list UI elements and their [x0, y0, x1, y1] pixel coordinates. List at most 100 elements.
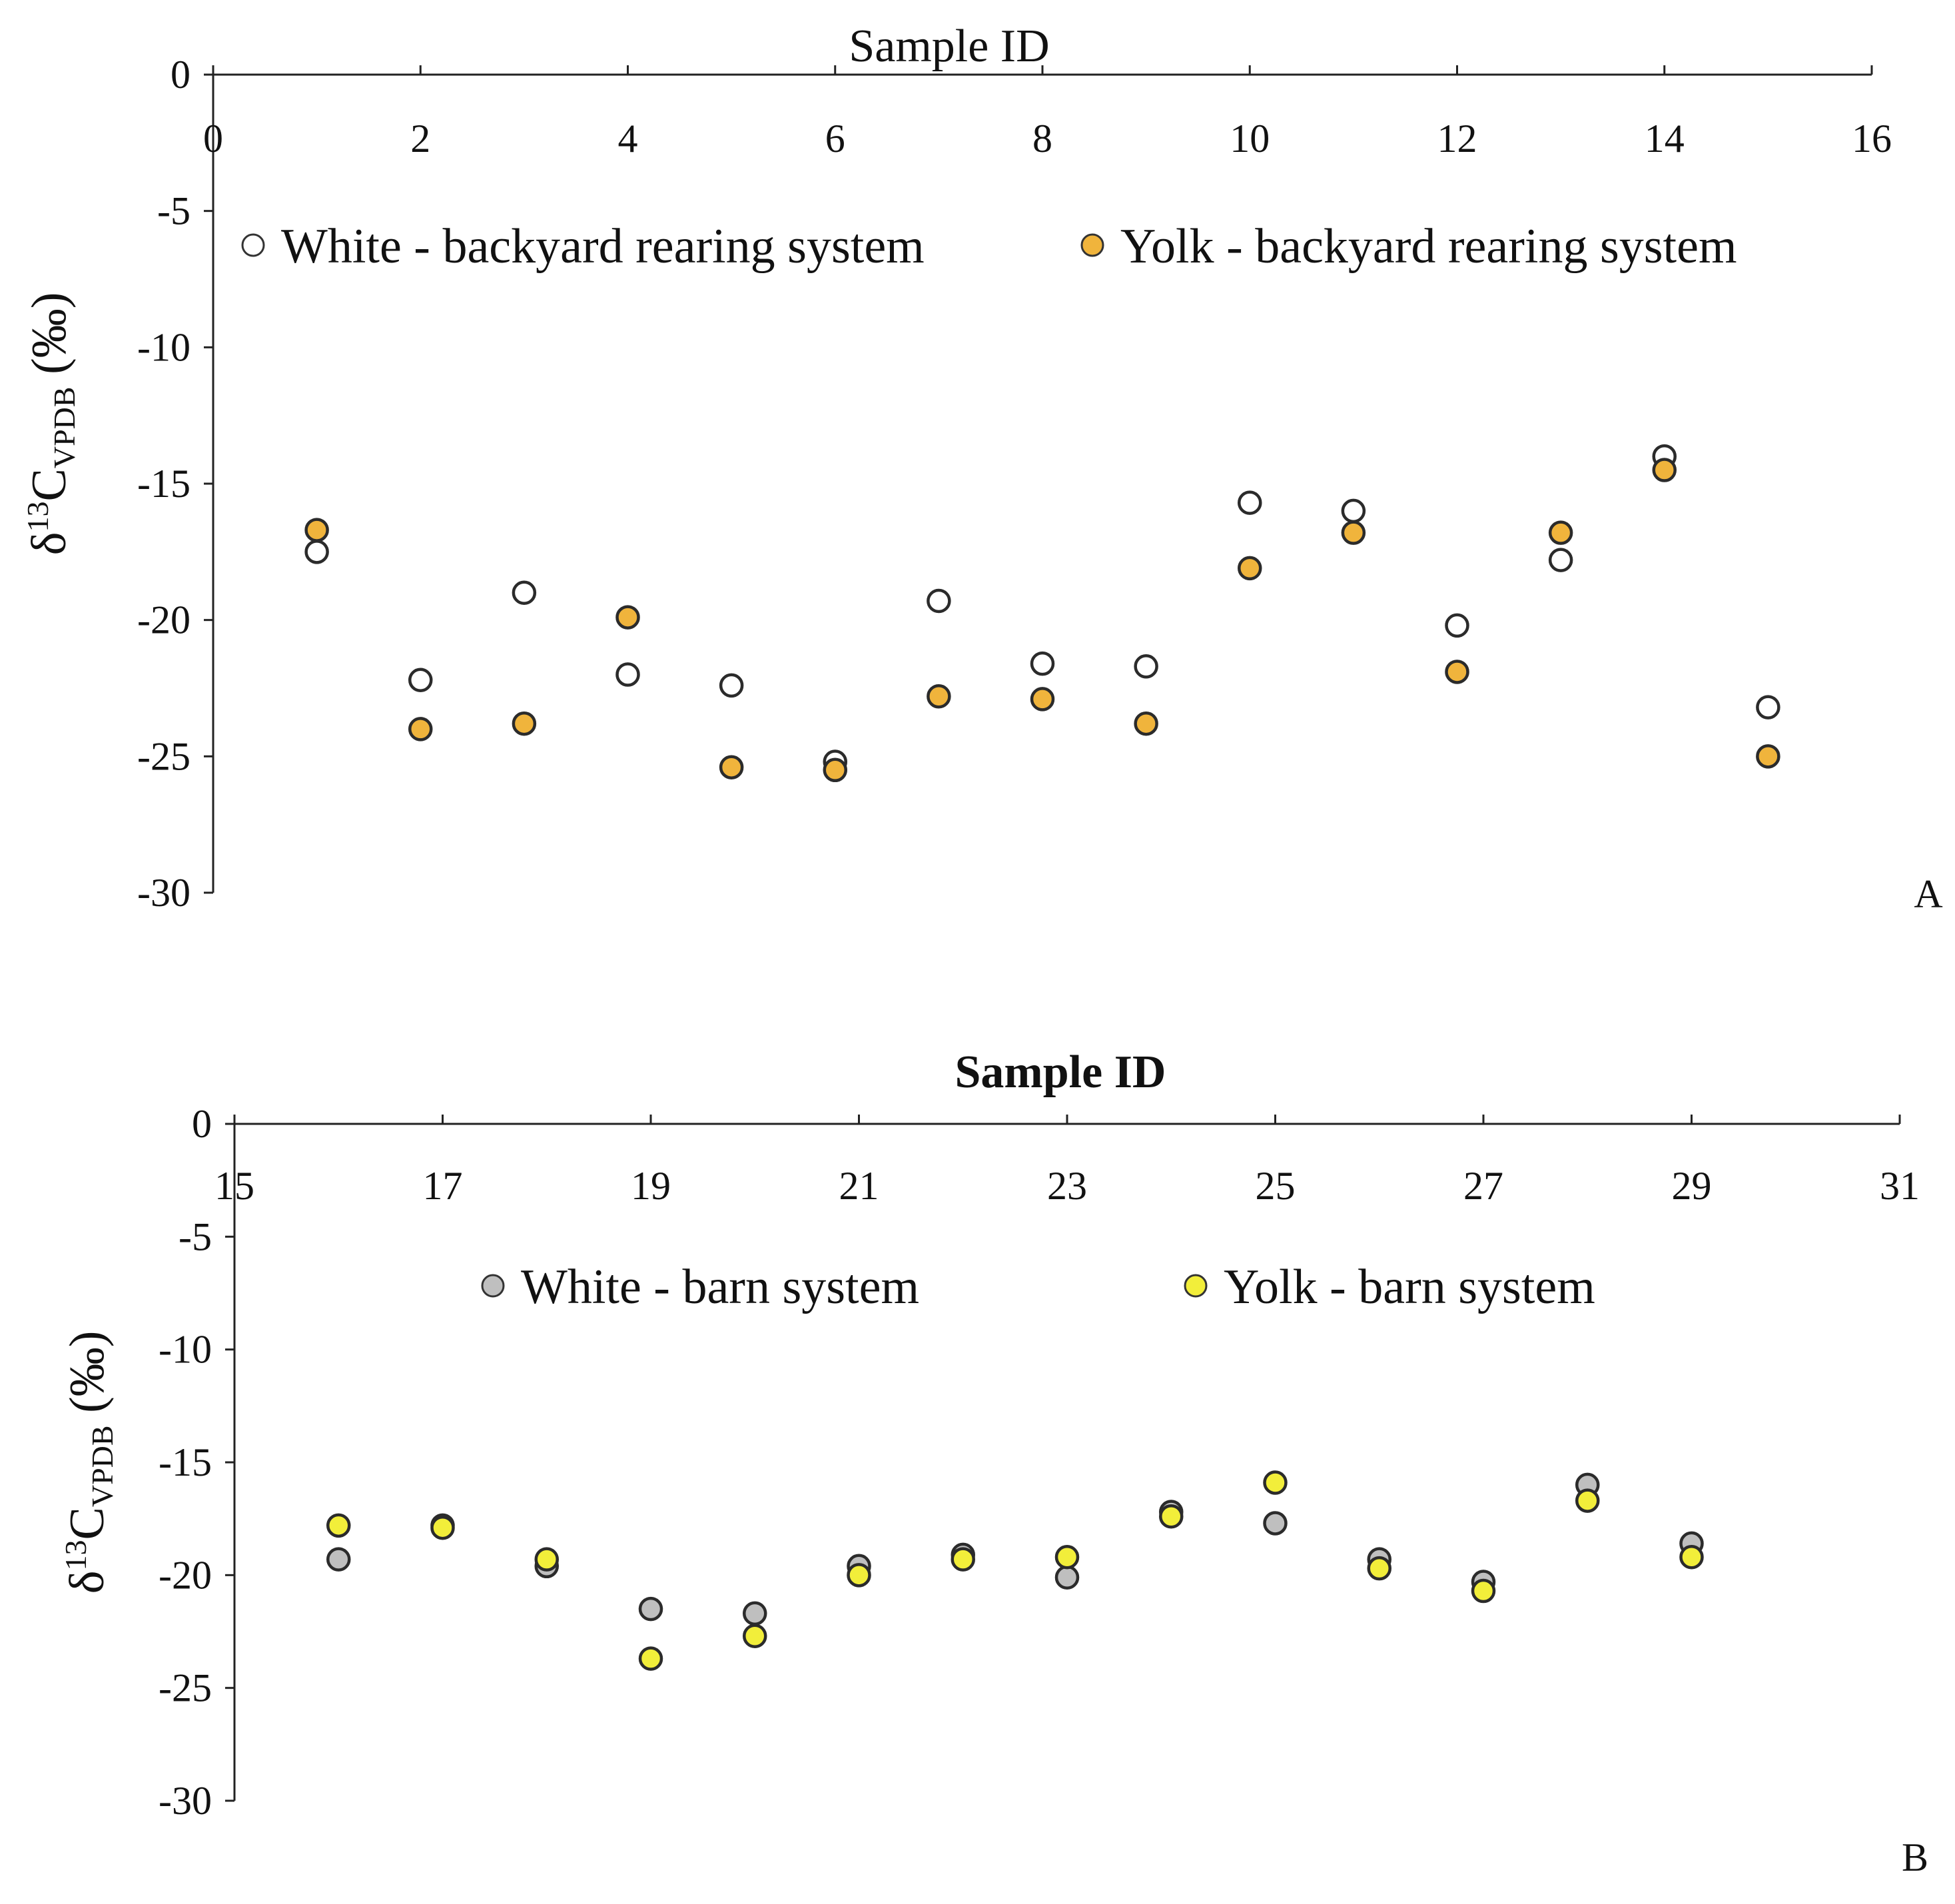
x-axis-title: Sample ID [849, 21, 1049, 72]
y-axis-title-superscript: 13 [21, 502, 55, 532]
y-tick-label: -30 [159, 1779, 212, 1823]
data-point [823, 757, 847, 783]
x-axis-title: Sample ID [955, 1047, 1166, 1098]
data-point [927, 684, 951, 709]
y-axis-title-superscript: 13 [59, 1540, 93, 1571]
y-axis-title-unit: (‰) [22, 292, 77, 387]
data-point [326, 1547, 351, 1572]
x-tick-label: 14 [1645, 117, 1685, 161]
y-axis-title-element: C [60, 1507, 115, 1540]
y-axis-title-symbol: δ [60, 1571, 115, 1594]
y-tick-label: -5 [157, 189, 191, 233]
data-point [1548, 548, 1573, 572]
data-point [638, 1646, 663, 1671]
x-tick-label: 10 [1230, 117, 1270, 161]
data-point [951, 1547, 975, 1572]
y-axis-title-subscript: VPDB [85, 1425, 119, 1507]
data-point [304, 540, 329, 564]
x-tick-label: 16 [1852, 117, 1892, 161]
data-point [1054, 1544, 1080, 1570]
data-point [1652, 458, 1677, 482]
x-tick-label: 27 [1463, 1164, 1503, 1208]
data-point [1471, 1578, 1496, 1604]
legend-marker [481, 1274, 505, 1298]
x-tick-label: 25 [1256, 1164, 1296, 1208]
legend-label: Yolk - backyard rearing system [1120, 219, 1737, 274]
data-point [743, 1601, 767, 1626]
data-point [1445, 660, 1469, 684]
data-point [534, 1547, 559, 1572]
x-tick-label: 19 [631, 1164, 671, 1208]
data-point [615, 605, 640, 630]
data-point [326, 1513, 351, 1538]
data-point [1159, 1504, 1184, 1529]
y-axis-title-unit: (‰) [60, 1331, 115, 1426]
y-axis-title: δ13CVPDB (‰) [21, 292, 81, 556]
data-point [719, 673, 744, 698]
x-tick-label: 0 [203, 117, 223, 161]
data-point [615, 662, 640, 687]
y-tick-label: -25 [137, 734, 191, 778]
legend-marker [241, 233, 265, 257]
y-tick-label: -10 [159, 1328, 212, 1372]
data-point [847, 1563, 871, 1588]
data-point [1548, 520, 1573, 545]
data-point [1238, 556, 1262, 581]
data-point [1134, 711, 1158, 736]
legend-marker [1080, 233, 1104, 257]
legend-label: White - backyard rearing system [281, 219, 925, 274]
y-tick-label: -10 [137, 325, 191, 369]
data-point [1575, 1488, 1600, 1513]
y-tick-label: -20 [137, 598, 191, 642]
y-axis-title-symbol: δ [22, 532, 77, 556]
data-point [719, 755, 744, 779]
data-point [1341, 498, 1366, 524]
data-point [512, 580, 537, 605]
y-tick-label: 0 [171, 53, 191, 97]
x-tick-label: 23 [1047, 1164, 1087, 1208]
y-tick-label: -5 [179, 1214, 212, 1258]
data-point [1263, 1511, 1288, 1536]
data-point [512, 711, 537, 736]
panel-b: 0 -5 -10 -15 -20 -25 -30 15 17 19 21 23 25 27 29 31 Samp… [59, 1047, 1928, 1879]
data-point [1756, 695, 1780, 719]
data-point [1445, 613, 1469, 638]
x-tick-label: 15 [214, 1164, 254, 1208]
data-point [408, 668, 433, 692]
data-point [1238, 490, 1262, 515]
data-point [1263, 1470, 1288, 1495]
y-tick-label: -15 [159, 1440, 212, 1484]
x-tick-label: 12 [1437, 117, 1477, 161]
y-axis-title-element: C [22, 468, 77, 501]
data-point [1054, 1565, 1080, 1590]
x-tick-label: 21 [839, 1164, 879, 1208]
data-point [1341, 520, 1366, 545]
data-point [1030, 687, 1055, 712]
data-point [1134, 654, 1158, 679]
x-tick-label: 8 [1032, 117, 1052, 161]
panel-a: 0 -5 -10 -15 -20 -25 -30 0 2 4 6 8 10 12 14 16 Sample ID… [21, 21, 1943, 916]
data-point [927, 588, 951, 614]
data-point [304, 518, 329, 542]
legend-label: Yolk - barn system [1224, 1260, 1595, 1314]
y-tick-label: -25 [159, 1666, 212, 1710]
data-point [1679, 1544, 1704, 1570]
data-point [430, 1515, 455, 1540]
data-point [638, 1596, 663, 1622]
panel-letter: B [1902, 1835, 1928, 1879]
y-tick-label: -15 [137, 462, 191, 506]
x-tick-label: 17 [423, 1164, 463, 1208]
x-tick-label: 2 [410, 117, 430, 161]
panel-letter: A [1914, 872, 1942, 916]
x-tick-label: 29 [1672, 1164, 1712, 1208]
data-point [1030, 651, 1055, 676]
data-point [1367, 1556, 1391, 1581]
y-axis-title-subscript: VPDB [47, 386, 81, 468]
legend-label: White - barn system [521, 1260, 919, 1314]
y-tick-label: 0 [192, 1102, 212, 1146]
y-axis-title: δ13CVPDB (‰) [59, 1331, 119, 1594]
y-tick-label: -30 [137, 871, 191, 915]
legend-marker [1184, 1274, 1208, 1298]
